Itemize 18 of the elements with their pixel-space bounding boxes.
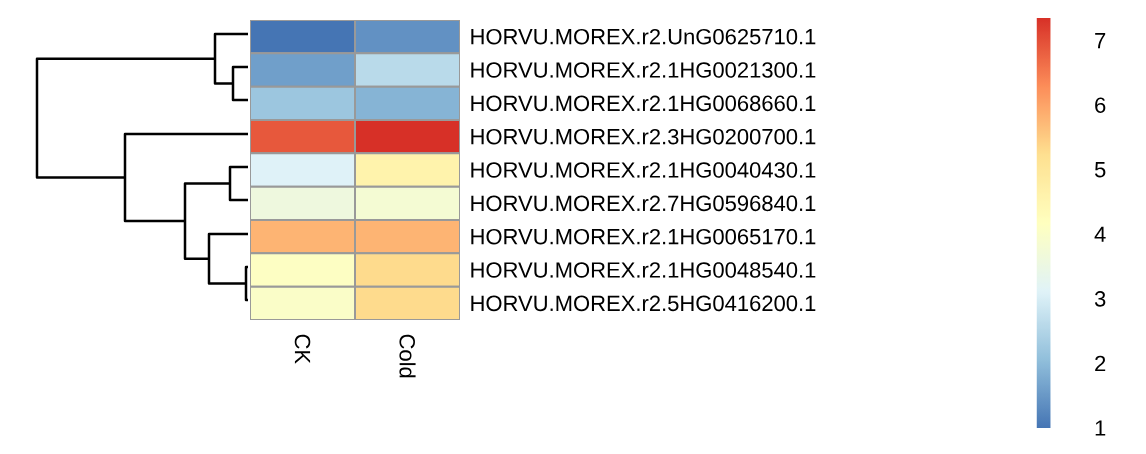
color-bar-label: 7 (1095, 33, 1106, 49)
y-tick-label: HORVU.MOREX.r2.UnG0625710.1 (471, 28, 816, 45)
x-tick-label: CK (294, 334, 311, 364)
color-bar-label: 4 (1094, 226, 1106, 242)
y-tick-label: HORVU.MOREX.r2.1HG0065170.1 (471, 228, 816, 245)
y-tick-label: HORVU.MOREX.r2.3HG0200700.1 (471, 128, 816, 145)
y-tick-label: HORVU.MOREX.r2.1HG0068660.1 (471, 95, 816, 112)
color-bar-label: 6 (1095, 97, 1106, 113)
y-tick-label: HORVU.MOREX.r2.5HG0416200.1 (471, 295, 816, 312)
color-bar-label: 1 (1095, 420, 1106, 436)
y-tick-label: HORVU.MOREX.r2.7HG0596840.1 (471, 195, 816, 212)
color-bar-label: 3 (1094, 291, 1106, 307)
y-tick-label: HORVU.MOREX.r2.1HG0040430.1 (471, 162, 816, 178)
y-tick-label: HORVU.MOREX.r2.1HG0048540.1 (471, 262, 816, 278)
x-tick-label: Cold (399, 334, 416, 378)
color-bar-label: 2 (1095, 355, 1106, 372)
y-tick-label: HORVU.MOREX.r2.1HG0021300.1 (471, 62, 816, 78)
color-bar-label: 5 (1094, 162, 1106, 178)
